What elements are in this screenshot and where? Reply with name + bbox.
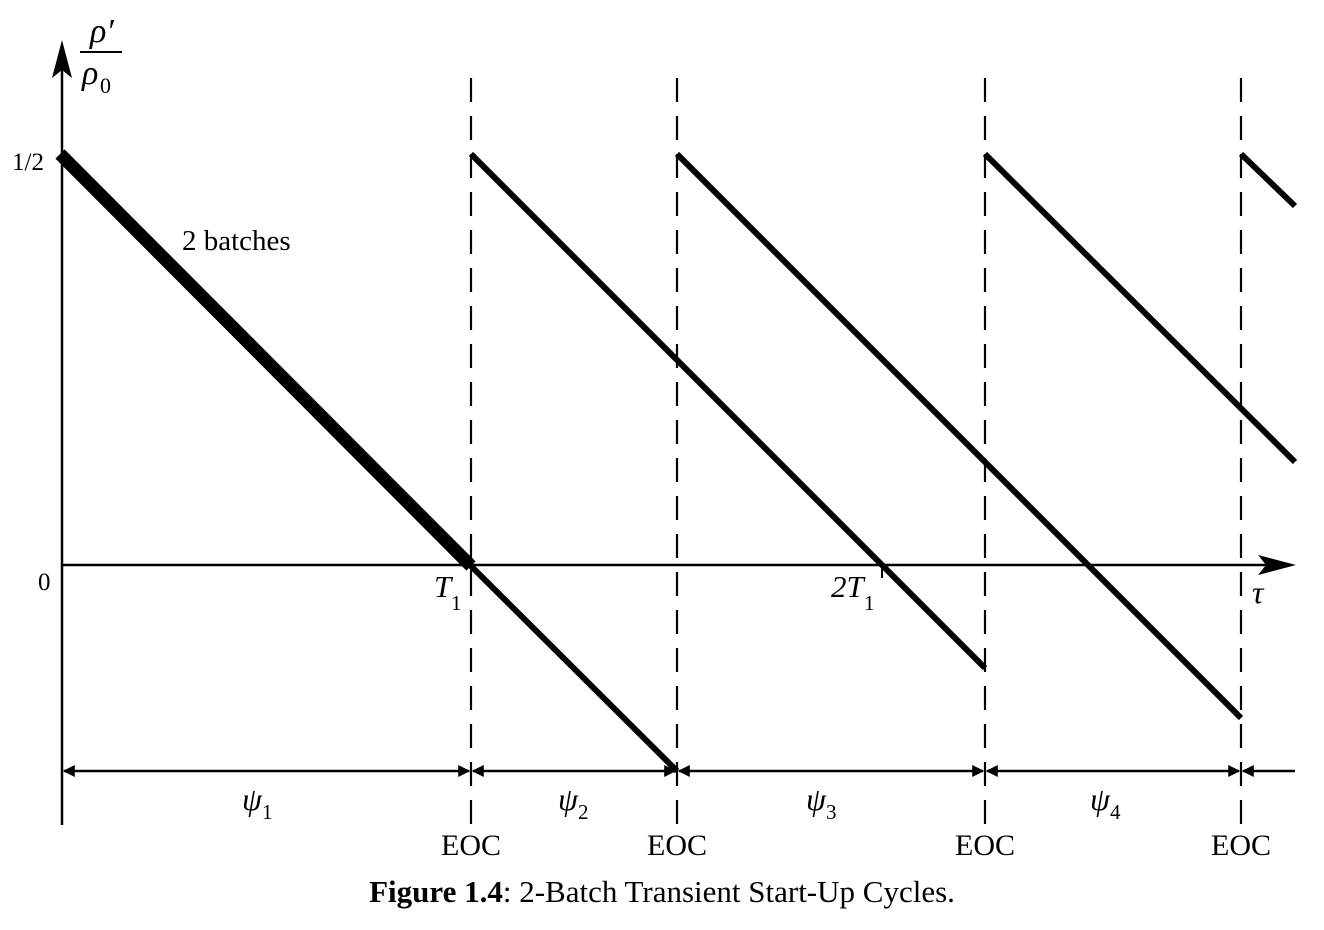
y-tick-zero: 0 <box>38 569 51 596</box>
psi-2-sub: 2 <box>578 800 589 824</box>
eoc-label-3: EOC <box>955 829 1015 862</box>
cycle-diagram: ρ′ ρ 0 1/2 0 τ 2 batches T 1 2T 1 ψ 1 ψ <box>12 13 1298 862</box>
eoc-label-1: EOC <box>441 829 501 862</box>
batch-line-d <box>982 151 1298 465</box>
batch-line-e <box>1238 151 1298 209</box>
psi-2-label: ψ <box>558 781 579 817</box>
two-t1-label-sub: 1 <box>864 591 875 615</box>
y-tick-half: 1/2 <box>12 149 44 176</box>
figure-caption: Figure 1.4: 2-Batch Transient Start-Up C… <box>0 872 1324 912</box>
y-axis-arrowhead <box>52 40 72 78</box>
psi-4-sub: 4 <box>1110 800 1121 824</box>
batch-line-b <box>468 151 988 671</box>
caption-figure-number: Figure 1.4 <box>369 874 503 909</box>
two-t1-label: 2T <box>831 569 867 604</box>
batch-line-a <box>468 563 680 774</box>
batch-line-c <box>674 151 1244 721</box>
psi-3-sub: 3 <box>826 800 837 824</box>
psi-3-label: ψ <box>806 781 827 817</box>
eoc-dashed-lines <box>469 78 1243 825</box>
x-axis-label: τ <box>1252 574 1265 610</box>
t1-label: T <box>434 569 454 604</box>
eoc-label-2: EOC <box>647 829 707 862</box>
t1-label-sub: 1 <box>451 591 462 615</box>
psi-1-label: ψ <box>242 781 263 817</box>
y-axis-label-denominator: ρ <box>81 55 98 92</box>
psi-1-sub: 1 <box>262 800 273 824</box>
eoc-label-4: EOC <box>1211 829 1271 862</box>
y-axis-label-numerator: ρ′ <box>89 13 114 50</box>
y-axis-label-denominator-sub: 0 <box>100 73 111 98</box>
thick-initial-line <box>55 149 476 571</box>
caption-text: : 2-Batch Transient Start-Up Cycles. <box>502 874 955 909</box>
psi-4-label: ψ <box>1090 781 1111 817</box>
batches-label: 2 batches <box>182 225 291 257</box>
reactivity-lines <box>55 149 1298 774</box>
x-axis-arrowhead <box>1258 555 1296 575</box>
